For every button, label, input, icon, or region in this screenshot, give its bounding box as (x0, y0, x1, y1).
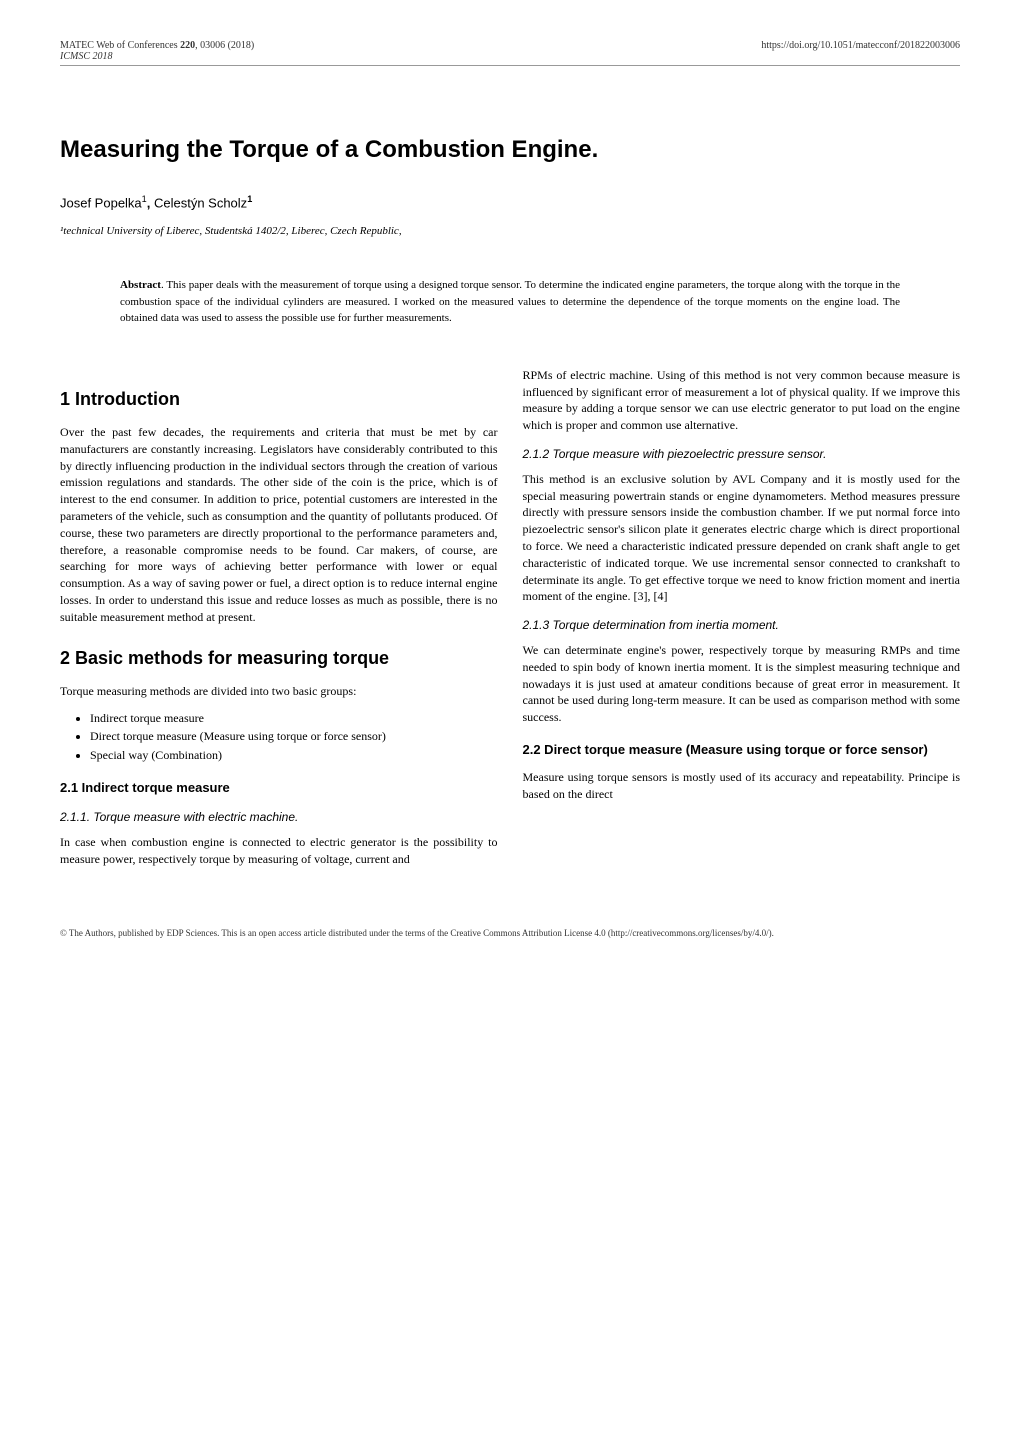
section-2-2-para: Measure using torque sensors is mostly u… (523, 769, 961, 803)
page-container: MATEC Web of Conferences 220, 03006 (201… (0, 0, 1020, 979)
two-column-layout: 1 Introduction Over the past few decades… (60, 367, 960, 878)
abstract-block: Abstract. This paper deals with the meas… (120, 277, 900, 327)
list-item: Special way (Combination) (90, 747, 498, 764)
section-2-1-heading: 2.1 Indirect torque measure (60, 779, 498, 797)
doi-link[interactable]: https://doi.org/10.1051/matecconf/201822… (761, 40, 960, 62)
section-2-heading: 2 Basic methods for measuring torque (60, 646, 498, 671)
journal-name: MATEC Web of Conferences (60, 40, 180, 51)
list-item: Indirect torque measure (90, 710, 498, 727)
section-2-1-2-heading: 2.1.2 Torque measure with piezoelectric … (523, 446, 961, 463)
article-number: , 03006 (2018) (195, 40, 254, 51)
authors: Josef Popelka1, Celestýn Scholz1 (60, 194, 960, 210)
section-1-heading: 1 Introduction (60, 387, 498, 412)
conference-name: ICMSC 2018 (60, 51, 113, 62)
abstract-text: . This paper deals with the measurement … (120, 279, 900, 324)
rpm-continuation: RPMs of electric machine. Using of this … (523, 367, 961, 434)
left-column: 1 Introduction Over the past few decades… (60, 367, 498, 878)
paper-title: Measuring the Torque of a Combustion Eng… (60, 136, 960, 164)
section-2-intro: Torque measuring methods are divided int… (60, 683, 498, 700)
right-column: RPMs of electric machine. Using of this … (523, 367, 961, 878)
section-2-1-1-para: In case when combustion engine is connec… (60, 834, 498, 868)
section-2-1-3-heading: 2.1.3 Torque determination from inertia … (523, 617, 961, 634)
methods-list: Indirect torque measure Direct torque me… (60, 710, 498, 764)
affiliation: ¹technical University of Liberec, Studen… (60, 225, 960, 237)
section-2-1-2-para: This method is an exclusive solution by … (523, 471, 961, 605)
section-2-1-1-heading: 2.1.1. Torque measure with electric mach… (60, 809, 498, 826)
volume: 220 (180, 40, 195, 51)
abstract-label: Abstract (120, 279, 161, 291)
list-item: Direct torque measure (Measure using tor… (90, 728, 498, 745)
section-1-para: Over the past few decades, the requireme… (60, 424, 498, 626)
page-header: MATEC Web of Conferences 220, 03006 (201… (60, 40, 960, 66)
license-footer: © The Authors, published by EDP Sciences… (60, 928, 960, 940)
journal-reference: MATEC Web of Conferences 220, 03006 (201… (60, 40, 254, 62)
section-2-1-3-para: We can determinate engine's power, respe… (523, 642, 961, 726)
section-2-2-heading: 2.2 Direct torque measure (Measure using… (523, 741, 961, 759)
